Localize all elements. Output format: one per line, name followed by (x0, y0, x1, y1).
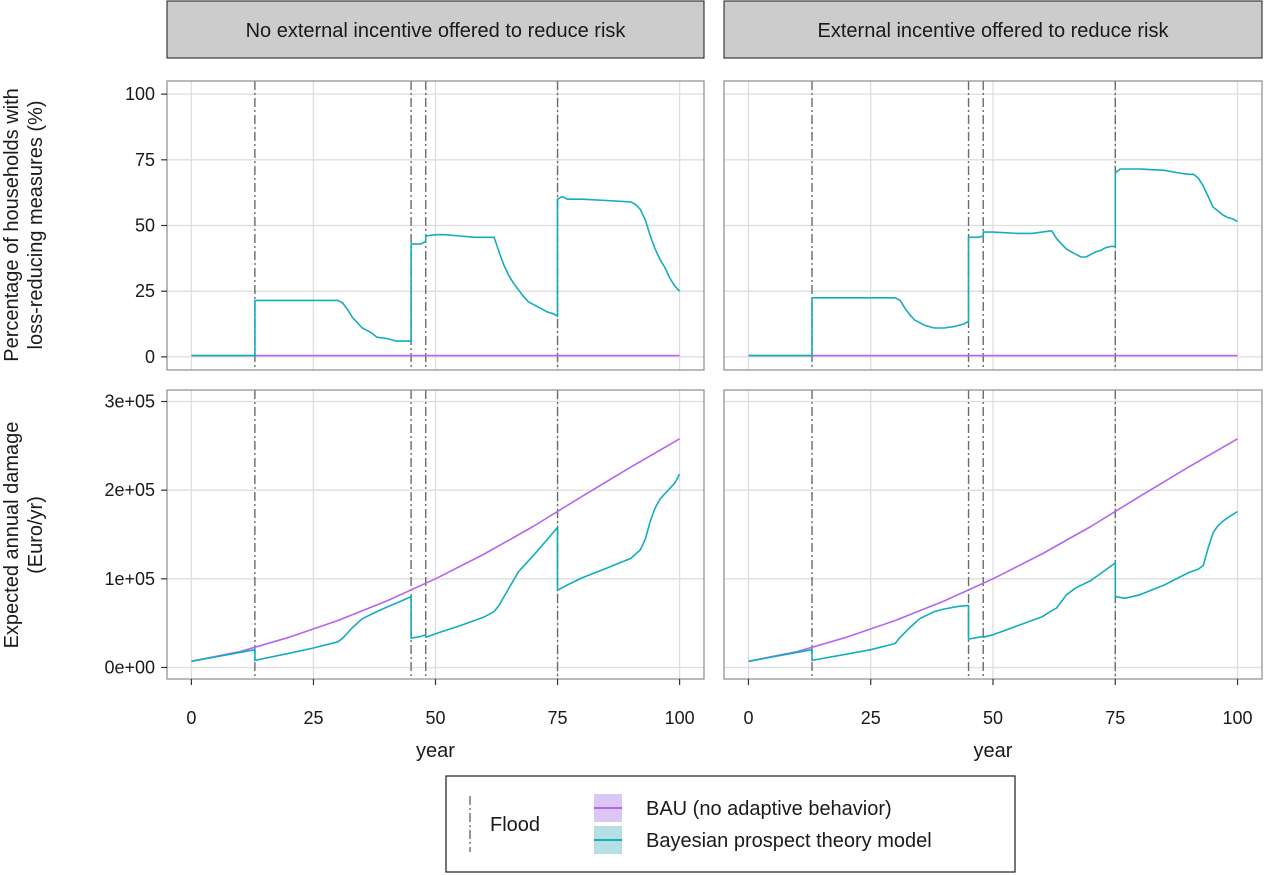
panel (166, 80, 705, 371)
panel (723, 389, 1263, 680)
y-tick-label: 1e+05 (104, 569, 155, 589)
bpt-series-line (748, 510, 1238, 663)
facet-strips: No external incentive offered to reduce … (166, 0, 1263, 59)
y-tick-label: 50 (135, 216, 155, 236)
legend-box (445, 775, 1016, 873)
x-tick-label: 0 (743, 708, 753, 728)
x-axis-title: year (974, 740, 1013, 762)
bpt-series-line (748, 168, 1238, 357)
bpt-series-line (191, 473, 681, 663)
x-axis-title: year (416, 740, 455, 762)
panels (166, 80, 1263, 680)
x-tick-label: 75 (1105, 708, 1125, 728)
legend-bau-label: BAU (no adaptive behavior) (646, 798, 892, 820)
y-tick-label: 25 (135, 281, 155, 301)
facet-title: External incentive offered to reduce ris… (818, 20, 1170, 42)
y-tick-label: 0e+00 (104, 657, 155, 677)
x-tick-label: 25 (303, 708, 323, 728)
facet-strip (166, 0, 705, 59)
x-tick-label: 0 (186, 708, 196, 728)
y-tick-label: 2e+05 (104, 480, 155, 500)
y-axis-title-top-line1: Percentage of households with (1, 88, 23, 362)
facet-strip (723, 0, 1263, 59)
panel-border (723, 80, 1263, 371)
y-axis-title-bottom-line1: Expected annual damage (1, 422, 23, 649)
legend-bpt-label: Bayesian prospect theory model (646, 830, 932, 852)
axis-text: 0 25 50 75 100 0e+00 1e+05 2e+05 3e+05 0 25 50 75 100… (1, 84, 1253, 762)
x-tick-label: 50 (425, 708, 445, 728)
x-tick-label: 75 (548, 708, 568, 728)
bau-series-line (748, 438, 1238, 663)
y-axis-title-top-line2: loss-reducing measures (%) (25, 101, 47, 350)
facet-title: No external incentive offered to reduce … (246, 20, 627, 42)
y-tick-label: 0 (145, 347, 155, 367)
x-tick-label: 25 (861, 708, 881, 728)
legend: Flood BAU (no adaptive behavior) Bayesian … (445, 775, 1016, 873)
bpt-series-line (191, 195, 681, 357)
x-tick-label: 100 (1223, 708, 1253, 728)
bau-series-line (191, 438, 681, 663)
panel (723, 80, 1263, 371)
y-tick-label: 75 (135, 150, 155, 170)
y-axis-title-bottom-line2: (Euro/yr) (25, 496, 47, 574)
y-tick-label: 100 (125, 84, 155, 104)
y-tick-label: 3e+05 (104, 392, 155, 412)
x-tick-label: 50 (983, 708, 1003, 728)
legend-flood-label: Flood (490, 814, 540, 836)
panel (166, 389, 705, 680)
x-tick-label: 100 (665, 708, 695, 728)
